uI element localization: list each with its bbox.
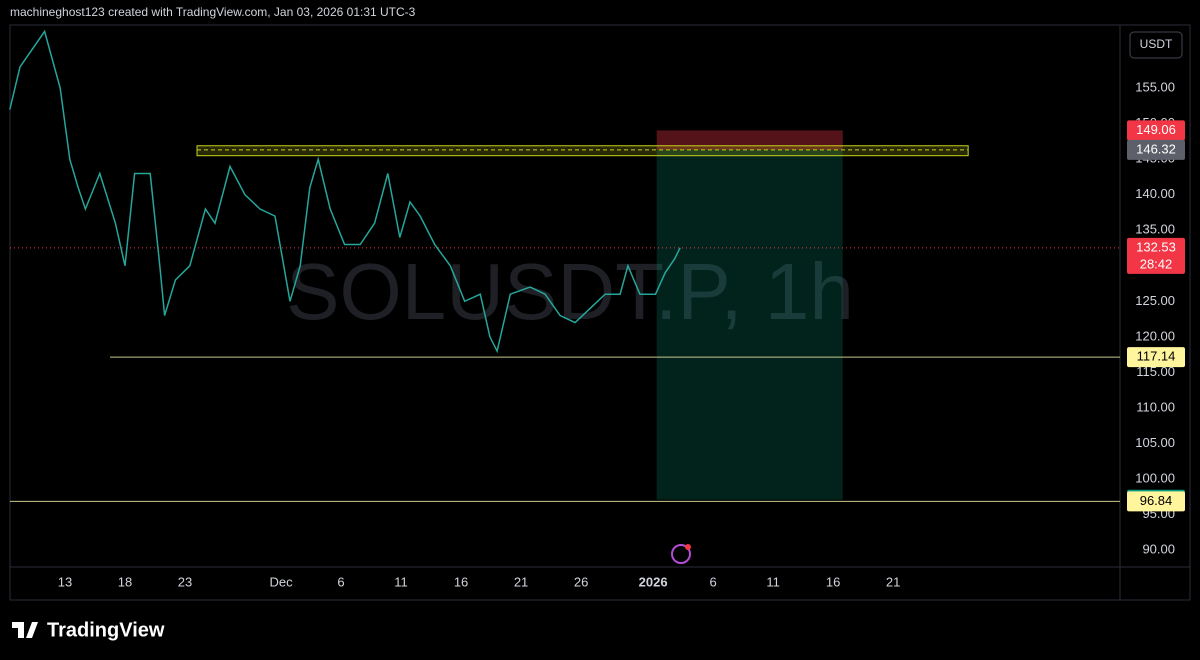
currency[interactable]: USDT [1140,37,1173,51]
alert-icon-circle [671,544,691,564]
price-badge-label: 149.06 [1136,122,1176,137]
price-badge-label: 96.84 [1140,493,1173,508]
y-tick-label: 120.00 [1135,328,1175,343]
y-tick-label: 110.00 [1136,399,1175,414]
logo: TradingView [12,619,165,641]
resistance-zone [196,145,969,157]
x-tick-label: 13 [58,574,72,589]
price-badge [1127,237,1185,274]
x-tick-label: 16 [826,574,840,589]
currency-button[interactable] [1129,31,1183,59]
x-tick-label: 6 [709,574,716,589]
x-tick-label: 23 [178,574,192,589]
price-badge [1127,347,1185,368]
countdown: 28:42 [1140,256,1173,271]
y-tick-label: 135.00 [1135,222,1175,237]
x-tick-label: 26 [574,574,588,589]
price-badge-label: 117.14 [1137,349,1176,364]
position-stop [656,130,843,150]
y-tick-label: 100.00 [1135,470,1175,485]
alert-dot [685,544,691,550]
price-badge [1127,120,1185,141]
y-tick-label: 115.00 [1136,364,1175,379]
position-target [656,149,843,500]
x-tick-label: 11 [394,574,408,589]
brand: TradingView [47,619,165,641]
y-tick-label: 125.00 [1135,293,1175,308]
price-line [9,29,681,354]
y-tick-label: 140.00 [1135,186,1175,201]
price-badge [1127,139,1185,160]
x-tick-label: 2026 [639,574,668,589]
logo-icon [12,622,38,638]
x-tick-label: 16 [454,574,468,589]
x-tick-label: 18 [118,574,132,589]
x-tick-label: 21 [514,574,528,589]
header: machineghost123 created with TradingView… [10,5,416,19]
y-tick-label: 105.00 [1135,435,1175,450]
alert-icon[interactable] [671,544,691,564]
x-tick-label: Dec [269,574,293,589]
price-badge-label: 132.53 [1136,239,1176,254]
y-tick-label: 155.00 [1135,80,1175,95]
chart-frame [9,24,1191,601]
price-badge [1127,491,1185,512]
x-tick-label: 11 [766,574,780,589]
price-badge-label: 146.32 [1136,141,1176,156]
watermark: SOLUSDT.P, 1h [286,247,854,336]
y-tick-label: 90.00 [1142,541,1175,556]
x-tick-label: 6 [337,574,344,589]
x-tick-label: 21 [886,574,900,589]
